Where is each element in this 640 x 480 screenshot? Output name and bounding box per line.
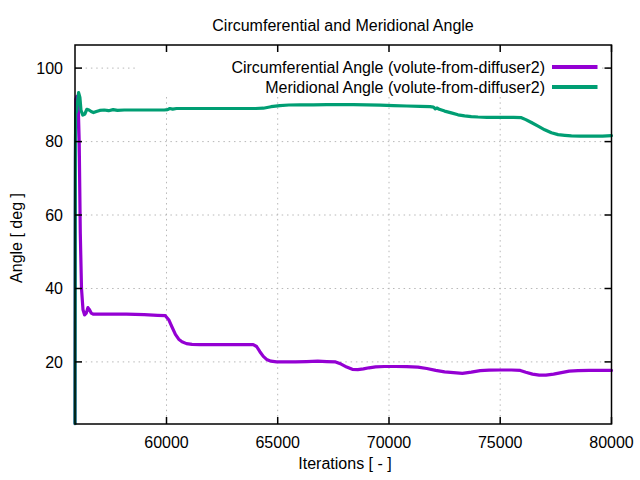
y-axis-label: Angle [ deg ] [8, 193, 25, 283]
y-tick-label: 40 [45, 280, 63, 297]
y-tick-label: 20 [45, 354, 63, 371]
x-tick-label: 80000 [589, 434, 634, 451]
chart-figure: 60000 65000 70000 75000 80000 20 40 60 80 100 Circ… [0, 0, 640, 480]
x-axis-label: Iterations [ - ] [298, 455, 391, 472]
y-tick-label: 60 [45, 207, 63, 224]
y-tick-label: 100 [36, 60, 63, 77]
x-tick-label: 75000 [478, 434, 523, 451]
x-tick-label: 60000 [144, 434, 189, 451]
series-line-0 [75, 96, 612, 423]
legend-label: Meridional Angle (volute-from-diffuser2) [265, 79, 545, 96]
legend-label: Circumferential Angle (volute-from-diffu… [231, 59, 545, 76]
chart-title: Circumferential and Meridional Angle [212, 17, 474, 34]
x-tick-label: 70000 [367, 434, 412, 451]
x-tick-label: 65000 [255, 434, 300, 451]
y-tick-label: 80 [45, 133, 63, 150]
chart-canvas: 60000 65000 70000 75000 80000 20 40 60 80 100 Circ… [0, 0, 640, 480]
plot-border [75, 45, 612, 424]
